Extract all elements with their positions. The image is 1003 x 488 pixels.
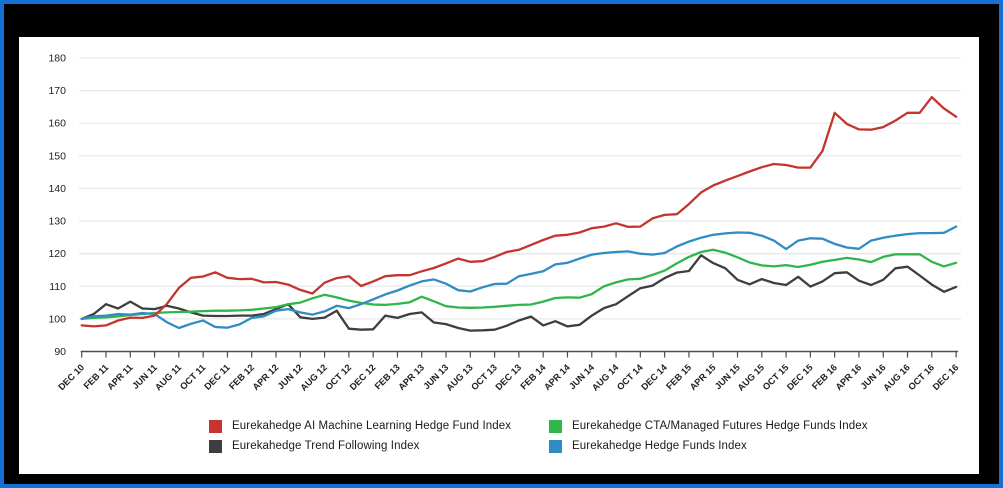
x-axis-tick-label: AUG 13 (444, 362, 475, 393)
x-axis-tick-label: AUG 15 (736, 362, 767, 393)
x-axis-tick-label: OCT 15 (761, 362, 791, 392)
y-axis-tick-label: 160 (48, 118, 66, 130)
legend-swatch-black (209, 439, 222, 453)
x-axis-tick-label: OCT 11 (178, 362, 207, 391)
series-line-0 (80, 95, 958, 328)
x-axis-tick-label: AUG 16 (881, 362, 912, 393)
x-axis-tick-label: APR 14 (542, 362, 572, 392)
y-axis-tick-label: 150 (48, 150, 66, 162)
y-axis-tick-label: 140 (48, 183, 66, 195)
legend-item-trend-following: Eurekahedge Trend Following Index (209, 436, 549, 456)
x-axis-tick-label: OCT 16 (906, 362, 936, 392)
x-axis-tick-label: APR 15 (688, 362, 718, 392)
y-axis-tick-label: 90 (54, 346, 66, 358)
chart-panel: 90 100 110 120 130 140 150 160 170 180 DEC 10 FEB 1… (19, 37, 979, 474)
legend-swatch-green (549, 419, 562, 433)
x-axis-tick-label: APR 11 (105, 362, 134, 391)
y-axis-tick-label: 180 (48, 53, 66, 65)
x-axis-tick-label: DEC 15 (785, 362, 815, 392)
series-line-2 (80, 248, 958, 321)
x-axis-tick-label: AUG 11 (153, 362, 183, 392)
x-axis-tick-label: DEC 14 (639, 362, 669, 392)
legend: Eurekahedge AI Machine Learning Hedge Fu… (209, 416, 868, 456)
legend-label: Eurekahedge CTA/Managed Futures Hedge Fu… (572, 420, 868, 432)
y-axis-tick-label: 100 (48, 313, 66, 325)
x-axis-tick-label: DEC 12 (348, 362, 378, 392)
legend-label: Eurekahedge AI Machine Learning Hedge Fu… (232, 420, 512, 432)
x-axis-tick-label: OCT 13 (469, 362, 499, 392)
series-line-1 (80, 254, 958, 332)
legend-label: Eurekahedge Hedge Funds Index (572, 440, 747, 452)
x-axis-tick-label: AUG 14 (590, 362, 621, 393)
series-line-3 (80, 225, 958, 330)
y-axis-tick-label: 170 (48, 85, 66, 97)
x-axis-tick-label: APR 12 (251, 362, 281, 392)
legend-item-ai-index: Eurekahedge AI Machine Learning Hedge Fu… (209, 416, 549, 436)
x-axis-tick-label: APR 16 (834, 362, 864, 392)
legend-item-hedge-funds: Eurekahedge Hedge Funds Index (549, 436, 868, 456)
legend-label: Eurekahedge Trend Following Index (232, 440, 420, 452)
legend-swatch-blue (549, 439, 562, 453)
x-axis-tick-label: DEC 10 (56, 362, 86, 392)
legend-swatch-red (209, 419, 222, 433)
x-axis-tick-label: DEC 11 (202, 362, 231, 391)
y-axis-tick-label: 120 (48, 248, 66, 260)
x-axis-tick-label: AUG 12 (298, 362, 329, 393)
x-axis-tick-label: APR 13 (396, 362, 426, 392)
x-axis-tick-label: DEC 13 (493, 362, 523, 392)
legend-item-cta-managed-futures: Eurekahedge CTA/Managed Futures Hedge Fu… (549, 416, 868, 436)
y-axis-tick-label: 130 (48, 216, 66, 228)
x-axis-tick-label: DEC 16 (931, 362, 961, 392)
y-axis-tick-label: 110 (49, 281, 66, 293)
x-axis-tick-label: OCT 12 (323, 362, 353, 392)
